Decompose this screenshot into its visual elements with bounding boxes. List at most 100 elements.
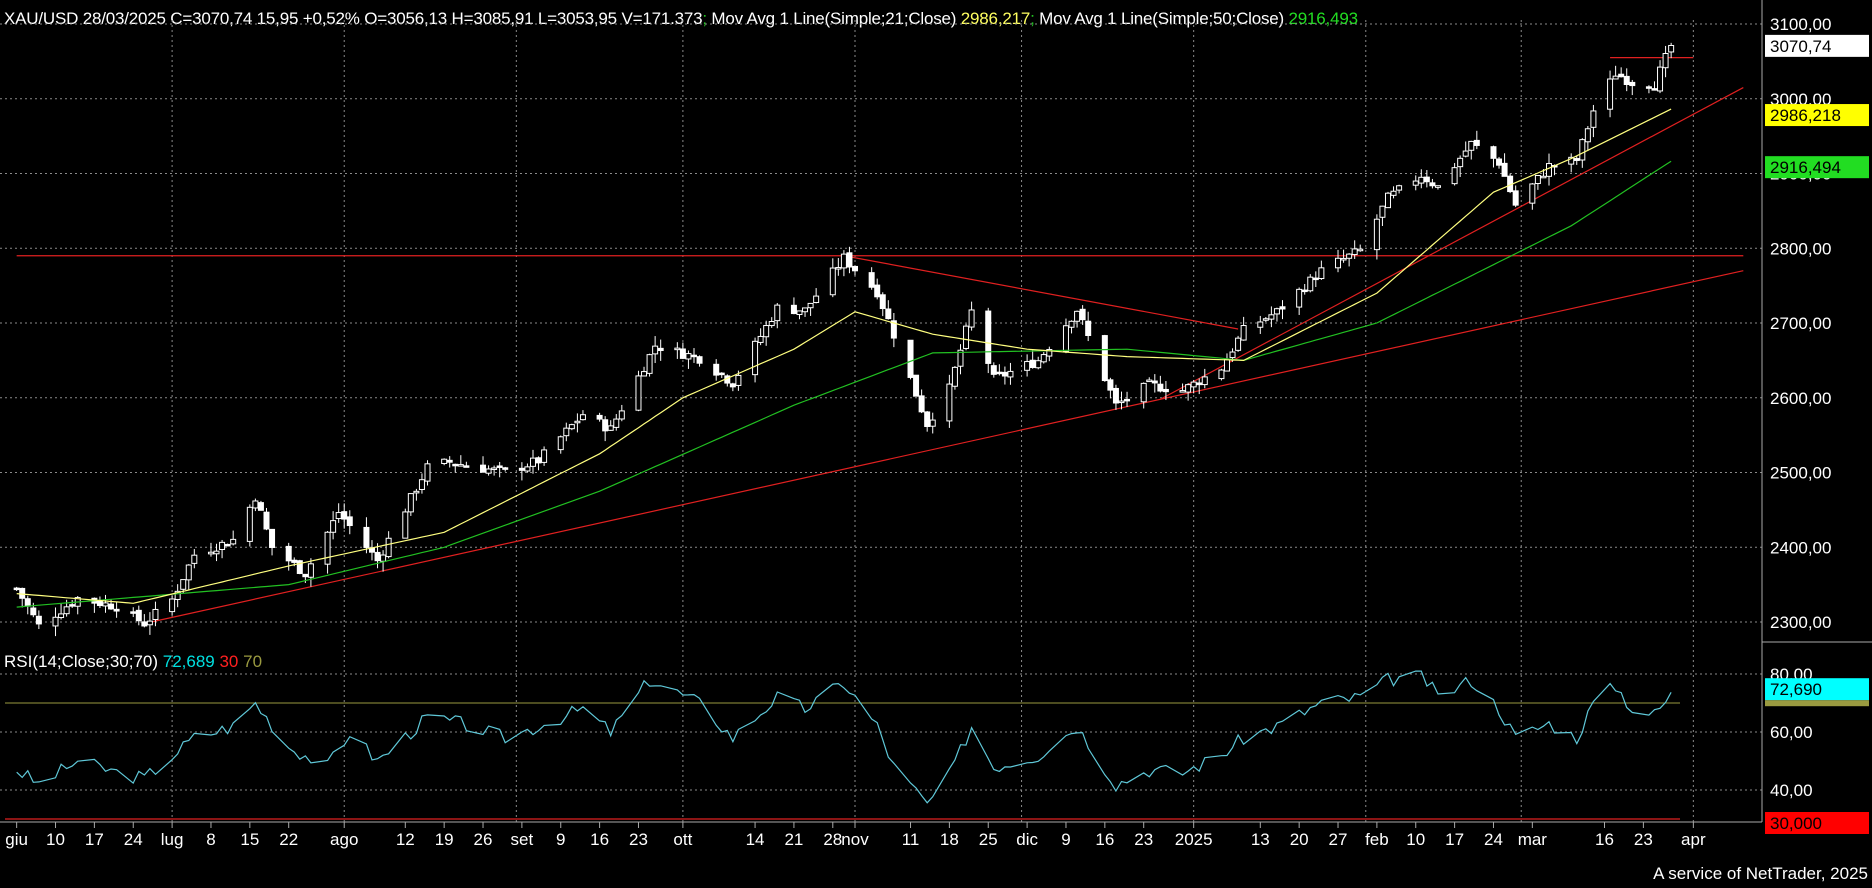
time-tick-label: dic	[1016, 830, 1038, 849]
price-tick-label: 2500,00	[1770, 464, 1831, 483]
candle-body	[1301, 289, 1308, 293]
candle-body	[1179, 390, 1186, 393]
candle-body	[1351, 248, 1358, 256]
candle-body	[1568, 156, 1575, 165]
candle-body	[69, 604, 76, 607]
candle-body	[1146, 379, 1153, 383]
time-tick-label: 16	[1595, 830, 1614, 849]
candle-body	[1512, 190, 1519, 206]
candle-body	[879, 294, 886, 310]
candle-body	[602, 419, 609, 432]
candle-body	[635, 375, 642, 411]
candle-body	[951, 366, 958, 387]
time-tick-label: 16	[1095, 830, 1114, 849]
time-tick-label: set	[511, 830, 534, 849]
candle-body	[579, 414, 586, 421]
candle-body	[524, 466, 531, 472]
candle-body	[385, 537, 392, 558]
candle-body	[1273, 308, 1280, 315]
candle-body	[480, 464, 487, 473]
candle-body	[990, 365, 997, 375]
ma21-line	[16, 108, 1672, 604]
candle-body	[363, 526, 370, 548]
candle-body	[774, 304, 781, 322]
time-tick-label: 16	[590, 830, 609, 849]
candle-body	[402, 511, 409, 539]
candle-body	[24, 598, 31, 607]
candle-body	[141, 621, 148, 627]
candle-body	[1112, 387, 1119, 404]
candle-body	[968, 309, 975, 328]
time-tick-label: apr	[1681, 830, 1706, 849]
time-tick-label: 25	[979, 830, 998, 849]
candle-body	[1029, 359, 1036, 368]
time-tick-label: 9	[556, 830, 565, 849]
candle-body	[735, 374, 742, 386]
candle-body	[374, 551, 381, 562]
candle-body	[713, 363, 720, 376]
candle-body	[796, 310, 803, 316]
candle-body	[696, 356, 703, 364]
rsi-label: RSI(14;Close;30;70)	[4, 652, 163, 671]
candle-body	[496, 465, 503, 468]
ma50-value: 2916,493	[1288, 9, 1359, 28]
candle-body	[996, 371, 1003, 375]
candle-body	[1185, 384, 1192, 393]
candle-body	[1001, 371, 1008, 377]
candle-body	[102, 602, 109, 607]
candle-body	[924, 411, 931, 427]
candle-body	[807, 302, 814, 309]
symbol-summary: XAU/USD 28/03/2025 C=3070,74 15,95 +0,52…	[4, 9, 703, 28]
candle-body	[1540, 175, 1547, 179]
time-tick-label: 17	[85, 830, 104, 849]
ma21-tag-bg	[1765, 104, 1869, 127]
candle-body	[1157, 383, 1164, 392]
candle-body	[1262, 318, 1269, 321]
candle-body	[790, 304, 797, 315]
candle-body	[58, 613, 65, 619]
price-tick-label: 2600,00	[1770, 389, 1831, 408]
candle-body	[257, 502, 264, 511]
candle-body	[1151, 380, 1158, 384]
candle-body	[1651, 88, 1658, 91]
time-tick-label: 18	[940, 830, 959, 849]
time-tick-label: 23	[1134, 830, 1153, 849]
candle-body	[1451, 167, 1458, 185]
candle-body	[1235, 337, 1242, 351]
trendlines	[5, 57, 1744, 820]
chart-header: XAU/USD 28/03/2025 C=3070,74 15,95 +0,52…	[4, 9, 1358, 29]
rsi-tick-label: 40,00	[1770, 781, 1813, 800]
candle-body	[752, 340, 759, 376]
time-tick-label: 10	[46, 830, 65, 849]
candle-body	[918, 395, 925, 413]
ma50-line	[16, 160, 1672, 608]
candle-body	[63, 606, 70, 615]
rsi-tag-text: 72,690	[1770, 680, 1822, 699]
rsi-header: RSI(14;Close;30;70) 72,689 30 70	[4, 652, 262, 672]
candle-body	[108, 603, 115, 610]
candle-body	[418, 479, 425, 491]
candle-body	[652, 345, 659, 355]
candle-body	[1390, 190, 1397, 196]
candle-body	[1473, 139, 1480, 146]
time-tick-label: mar	[1518, 830, 1548, 849]
candle-body	[1396, 185, 1403, 191]
candle-body	[13, 587, 20, 591]
header-separator-1: ;	[702, 9, 707, 28]
value-tags: 3070,74 2986,218 2916,494 72,690 30,000	[1765, 34, 1869, 834]
candlesticks	[13, 42, 1675, 637]
rsi-70-tag	[1765, 700, 1869, 707]
time-tick-label: 14	[746, 830, 765, 849]
candle-body	[657, 347, 664, 351]
candle-body	[1584, 128, 1591, 143]
candle-body	[1268, 314, 1275, 320]
candle-body	[1140, 382, 1147, 403]
candle-body	[1062, 325, 1069, 352]
rsi-tag-bg	[1765, 678, 1869, 701]
time-tick-label: 23	[629, 830, 648, 849]
candle-body	[1645, 86, 1652, 89]
candle-body	[302, 573, 309, 578]
candle-body	[346, 516, 353, 527]
candle-body	[185, 564, 192, 581]
